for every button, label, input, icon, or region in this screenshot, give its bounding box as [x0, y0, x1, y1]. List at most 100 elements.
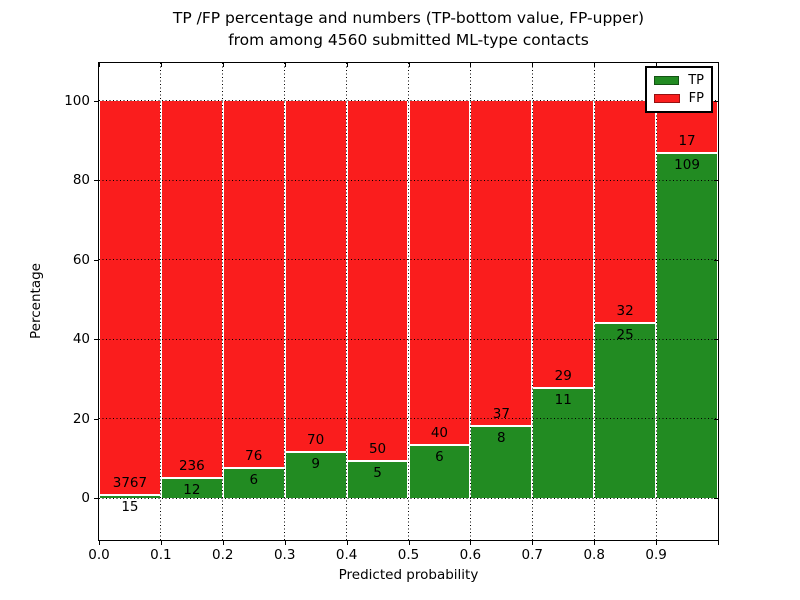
y-tick-left [94, 259, 98, 261]
chart-title: TP /FP percentage and numbers (TP-bottom… [99, 7, 718, 51]
legend-label-fp: FP [688, 91, 704, 107]
x-tick-bottom [532, 541, 534, 545]
legend-label-tp: TP [688, 72, 704, 88]
y-tick-right [714, 259, 718, 261]
x-tick-label-0.1: 0.1 [150, 547, 172, 563]
y-axis-label: Percentage [28, 263, 44, 339]
tp-count-label: 11 [554, 391, 572, 408]
x-tick-top [408, 63, 410, 67]
tp-count-label: 9 [311, 455, 320, 472]
v-gridline-0.3 [284, 63, 286, 540]
x-tick-bottom [656, 541, 658, 545]
tp-count-label: 6 [435, 449, 444, 466]
x-tick-bottom [594, 541, 596, 545]
x-tick-bottom [284, 541, 286, 545]
y-tick-label-100: 100 [64, 92, 90, 109]
chart-title-line1: TP /FP percentage and numbers (TP-bottom… [172, 9, 645, 27]
x-tick-label-0.6: 0.6 [459, 547, 482, 563]
tp-count-label: 8 [497, 430, 506, 447]
x-tick-label-0.5: 0.5 [397, 547, 420, 563]
x-tick-bottom [99, 541, 100, 545]
bar-segment-tp [409, 446, 470, 498]
bar-segment-tp [595, 323, 656, 498]
v-gridline-0.4 [346, 63, 348, 540]
y-tick-right [714, 100, 718, 102]
x-tick-top [160, 63, 162, 67]
fp-count-label: 40 [430, 425, 449, 442]
tp-count-label: 5 [373, 464, 382, 481]
tp-count-label: 15 [121, 499, 139, 516]
x-tick-bottom [346, 541, 348, 545]
chart-title-line2: from among 4560 submitted ML-type contac… [228, 31, 589, 49]
tp-count-label: 25 [616, 326, 634, 343]
y-tick-label-20: 20 [72, 410, 90, 427]
legend: TP FP [645, 66, 713, 113]
fp-count-label: 70 [307, 431, 325, 448]
fp-count-label: 32 [616, 302, 634, 319]
bar-segment-fp [285, 100, 346, 453]
v-gridline-0.8 [593, 63, 595, 540]
bar-segment-tp [285, 452, 346, 498]
bar-segment-fp [533, 100, 594, 389]
bar-segment-tp [657, 154, 717, 498]
fp-count-label: 17 [678, 133, 696, 150]
x-tick-top [222, 63, 224, 67]
v-gridline-0.9 [655, 63, 657, 540]
x-tick-bottom [718, 541, 719, 545]
v-gridline-0.2 [222, 63, 224, 540]
x-tick-top [284, 63, 286, 67]
bar-0.6-0.7 [470, 100, 533, 498]
y-tick-label-60: 60 [72, 251, 90, 268]
bar-0.9-1.0 [656, 100, 718, 498]
fp-count-label: 3767 [112, 475, 148, 492]
tp-color-swatch [654, 75, 680, 85]
y-tick-left [94, 339, 98, 340]
fp-count-label: 29 [554, 367, 572, 384]
bar-0.1-0.2 [160, 100, 223, 498]
y-tick-right [714, 498, 718, 499]
x-tick-top [718, 63, 719, 67]
tp-count-label: 6 [249, 471, 259, 488]
plot-area: 3767 15 236 12 76 6 70 9 50 5 40 6 37 8 29 11 32 25 17 109 [98, 62, 719, 541]
fp-count-label: 37 [492, 406, 510, 423]
x-tick-label-0.2: 0.2 [212, 547, 234, 563]
bar-segment-fp [595, 100, 656, 324]
x-tick-label-0.7: 0.7 [521, 547, 544, 563]
x-axis-label: Predicted probability [338, 567, 479, 583]
bar-segment-fp [409, 100, 470, 447]
y-tick-right [714, 418, 718, 420]
bar-segment-tp [223, 468, 284, 498]
v-gridline-0.5 [408, 63, 409, 540]
x-tick-bottom [160, 541, 162, 545]
y-tick-left [94, 100, 98, 102]
bar-segment-tp [471, 427, 532, 498]
y-tick-left [94, 498, 98, 499]
x-tick-top [99, 63, 100, 67]
bar-segment-fp [100, 100, 160, 497]
x-tick-label-0.8: 0.8 [583, 547, 605, 563]
y-tick-left [94, 418, 98, 420]
bar-0.2-0.3 [222, 100, 285, 498]
fp-count-label: 50 [368, 440, 387, 457]
x-tick-top [346, 63, 348, 67]
x-tick-top [656, 63, 658, 67]
y-tick-right [714, 180, 718, 181]
fp-color-swatch [654, 94, 680, 104]
bar-0.4-0.5 [346, 100, 409, 498]
v-gridline-0.6 [469, 63, 471, 540]
v-gridline-0.1 [160, 63, 162, 540]
x-tick-top [470, 63, 472, 67]
bar-0.8-0.9 [594, 100, 657, 498]
bar-0.0-0.1 [99, 100, 161, 498]
y-tick-left [94, 180, 98, 181]
x-tick-label-0.9: 0.9 [645, 547, 667, 563]
fp-count-label: 76 [245, 447, 263, 464]
bar-segment-tp [533, 388, 594, 498]
x-tick-bottom [470, 541, 472, 545]
bar-0.7-0.8 [532, 100, 595, 498]
bar-0.5-0.6 [408, 100, 471, 498]
bar-segment-fp [223, 100, 284, 469]
v-gridline-0.7 [531, 63, 533, 540]
bar-segment-fp [161, 100, 222, 479]
